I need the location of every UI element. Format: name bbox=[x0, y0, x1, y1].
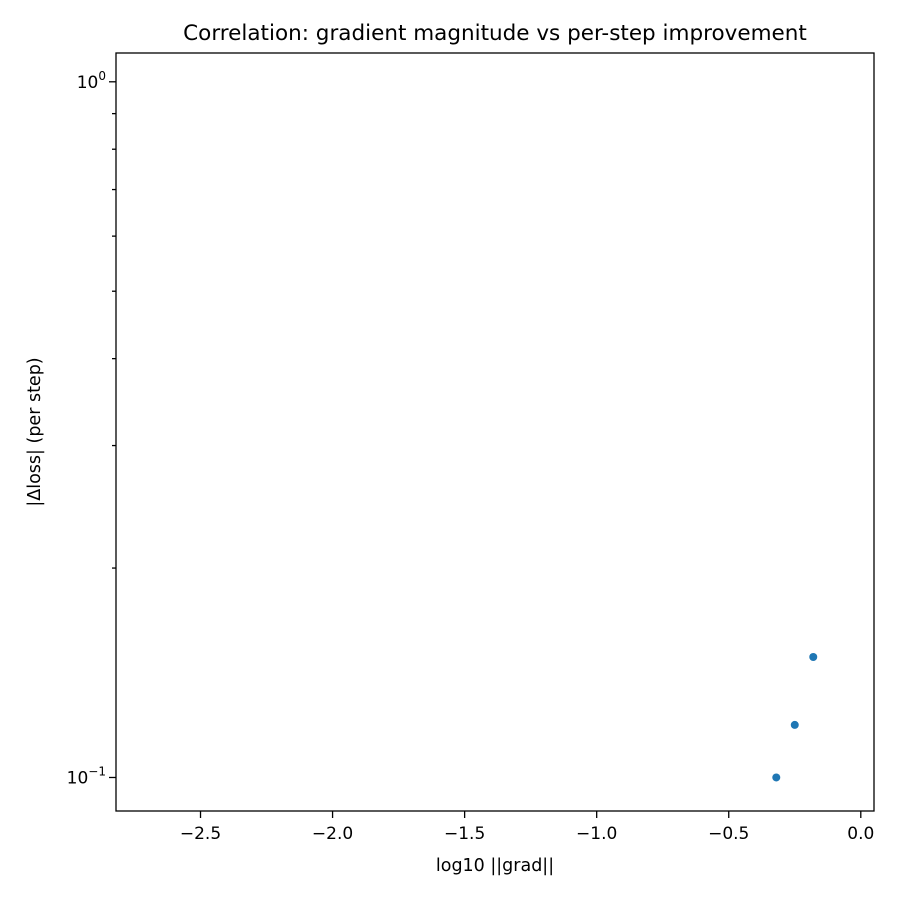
x-tick-label: −1.5 bbox=[444, 824, 485, 844]
plot-frame bbox=[115, 52, 875, 812]
scatter-point bbox=[790, 720, 799, 729]
y-axis-label: |Δloss| (per step) bbox=[25, 357, 45, 506]
scatter-point bbox=[809, 653, 818, 662]
x-tick-label: −1.0 bbox=[576, 824, 617, 844]
x-tick-label: −0.5 bbox=[708, 824, 749, 844]
x-axis-label: log10 ||grad|| bbox=[436, 856, 554, 876]
x-tick-label: −2.5 bbox=[180, 824, 221, 844]
x-axis-ticks: −2.5 −2.0 −1.5 −1.0 −0.5 0.0 bbox=[180, 811, 874, 844]
chart-title: Correlation: gradient magnitude vs per-s… bbox=[183, 21, 807, 46]
y-axis-ticks: 10−1 100 bbox=[67, 69, 116, 788]
scatter-point bbox=[772, 773, 781, 782]
y-tick-label: 100 bbox=[77, 69, 106, 93]
y-tick-label: 10−1 bbox=[67, 764, 106, 788]
x-tick-label: −2.0 bbox=[312, 824, 353, 844]
data-points bbox=[772, 653, 818, 782]
x-tick-label: 0.0 bbox=[847, 824, 874, 844]
